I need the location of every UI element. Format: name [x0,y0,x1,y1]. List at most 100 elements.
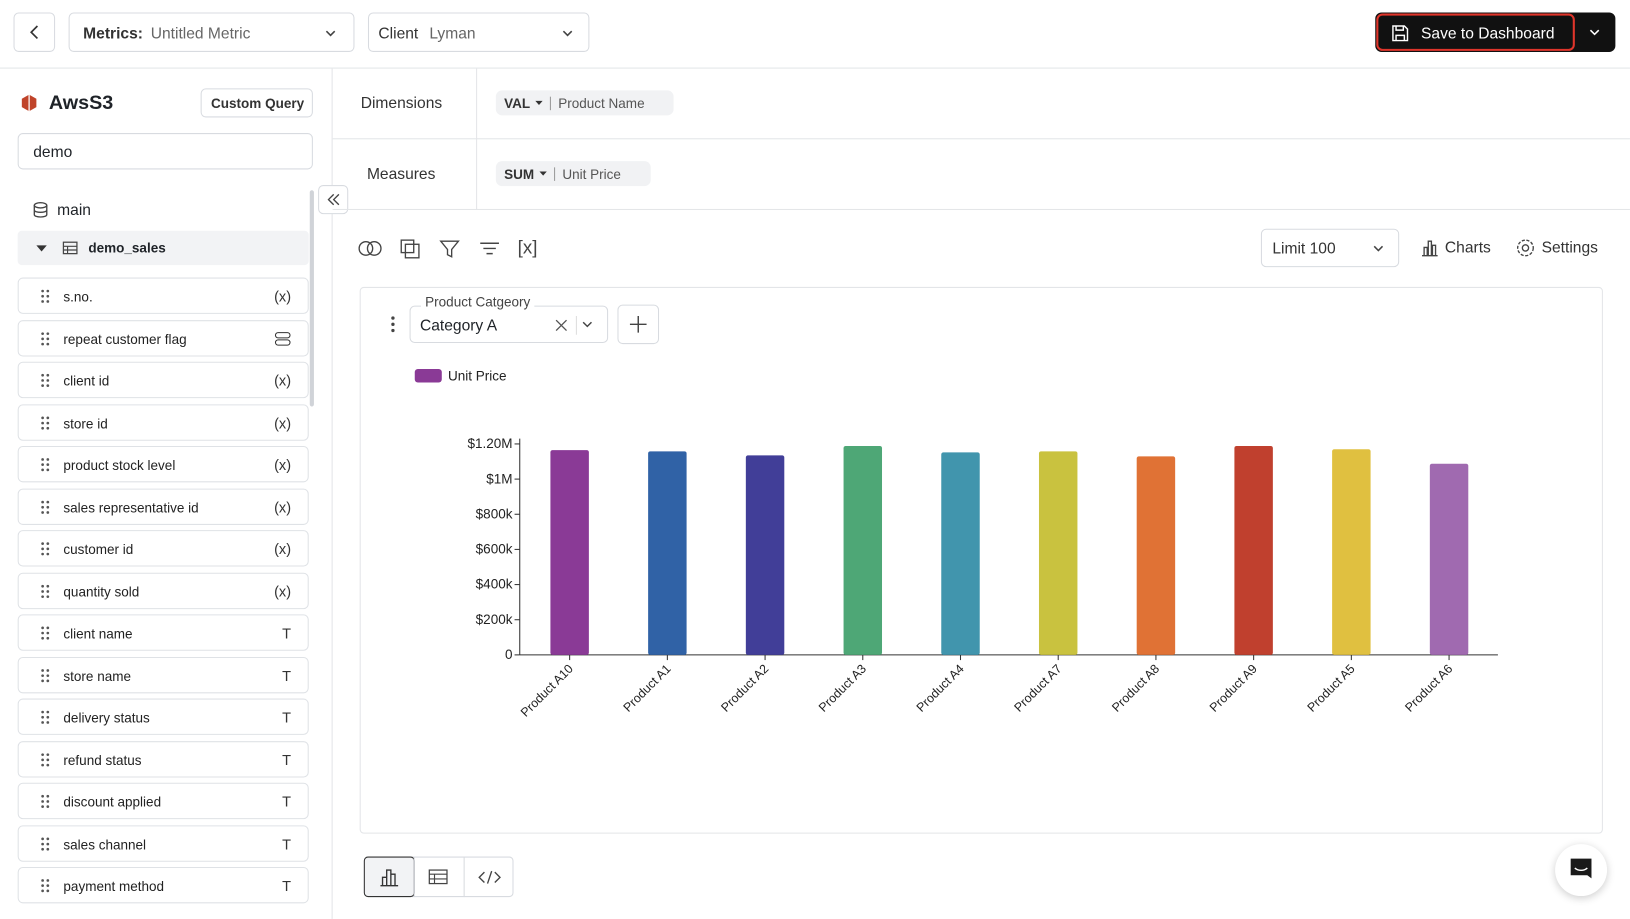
dot [46,800,50,803]
x-tick-label: Product A8 [1109,662,1162,715]
filter-value: Category A [419,317,498,335]
variables-button[interactable]: [x] [517,237,538,258]
charts-button[interactable]: Charts [1444,239,1491,257]
dot [41,337,44,340]
client-dropdown[interactable]: Client Lyman [367,12,590,52]
dot [41,421,44,424]
field-row[interactable]: s.no. (x) [17,277,309,314]
field-row[interactable]: repeat customer flag [17,319,309,357]
chart-view-icon [380,869,399,887]
metrics-dropdown[interactable]: Metrics: Untitled Metric [68,12,355,52]
search-text: demo [33,143,73,162]
table-view-button[interactable] [428,869,449,886]
field-row[interactable]: payment method T [17,866,309,904]
field-row[interactable]: delivery status T [17,698,309,735]
scrollbar[interactable] [309,190,314,407]
dot [41,847,44,851]
field-name: sales representative id [63,499,199,516]
drag-handle [41,331,50,345]
field-row[interactable]: store id (x) [17,403,309,441]
back-button[interactable] [13,12,56,52]
drag-handle [41,837,50,851]
field-row[interactable]: refund status T [17,740,309,778]
field-name: discount applied [63,794,162,810]
limit-dropdown[interactable]: Limit 100 [1260,228,1400,268]
legend-label: Unit Price [448,368,507,383]
code-view-button[interactable] [477,869,502,886]
union-icon[interactable] [400,239,420,259]
field-type-icon: (x) [274,414,292,431]
x-tick-label: Product A5 [1305,662,1358,715]
dot [41,679,44,682]
dot [41,889,44,893]
field-row[interactable]: discount applied T [17,782,309,820]
dot [41,547,44,551]
dot [46,379,50,382]
filter-select[interactable]: Category A [409,305,609,344]
x-tick-label: Product A4 [914,662,967,715]
charts-icon [1422,240,1438,257]
clear-icon[interactable] [554,318,569,333]
save-menu-chevron[interactable] [1587,25,1602,40]
divider [476,68,478,210]
custom-query-label: Custom Query [211,95,305,112]
field-row[interactable]: product stock level (x) [17,445,309,483]
dot [46,884,50,888]
chevron [562,30,573,37]
dimension-field: Product Name [558,95,645,112]
measure-field: Unit Price [562,166,621,182]
dot [41,626,44,630]
dot [41,373,44,377]
drag-handle [41,626,50,640]
field-row[interactable]: quantity sold (x) [17,572,309,609]
measure-chip[interactable]: SUM Unit Price [495,161,651,187]
settings-button[interactable]: Settings [1541,239,1598,257]
dot [41,794,44,798]
kebab-menu[interactable] [389,315,397,334]
schema-name[interactable]: main [57,201,91,220]
chevron [325,30,336,37]
dot [41,710,44,714]
custom-query-button[interactable]: Custom Query [200,88,313,118]
y-tick-label: 0 [505,647,513,662]
field-row[interactable]: client id (x) [17,361,309,399]
chat-icon [1570,858,1592,879]
field-row[interactable]: client name T [17,614,309,651]
sort-icon[interactable] [480,242,499,255]
chart-view-button[interactable] [363,856,415,898]
dot [41,384,44,388]
dot [46,805,50,809]
search-input[interactable]: demo [17,133,313,170]
field-row[interactable]: sales representative id (x) [17,488,309,525]
save-button[interactable]: Save to Dashboard [1376,13,1575,51]
dot [46,679,50,682]
chevron [582,321,592,328]
sidebar-border [331,68,333,919]
dot [46,421,50,424]
caret [36,245,47,252]
dot [46,468,50,472]
field-row[interactable]: customer id (x) [17,530,309,567]
field-name: payment method [63,878,165,894]
drag-handle [41,416,50,430]
dimension-chip[interactable]: VAL Product Name [495,90,674,116]
dot [46,384,50,388]
dot [46,294,50,298]
filter-icon[interactable] [439,240,460,258]
dot [41,668,44,672]
x-tick-label: Product A6 [1402,662,1455,715]
table-row[interactable]: demo_sales [17,230,309,266]
add-filter-button[interactable] [617,304,660,345]
dot [41,805,44,809]
bar [1038,451,1078,655]
dot [46,458,50,461]
drag-handle [41,289,50,303]
field-row[interactable]: sales channel T [17,824,309,862]
y-tick-label: $400k [476,577,513,592]
save-icon [1392,25,1409,42]
chat-button[interactable] [1555,844,1608,897]
field-row[interactable]: store name T [17,656,309,693]
join-icon[interactable] [358,241,382,256]
